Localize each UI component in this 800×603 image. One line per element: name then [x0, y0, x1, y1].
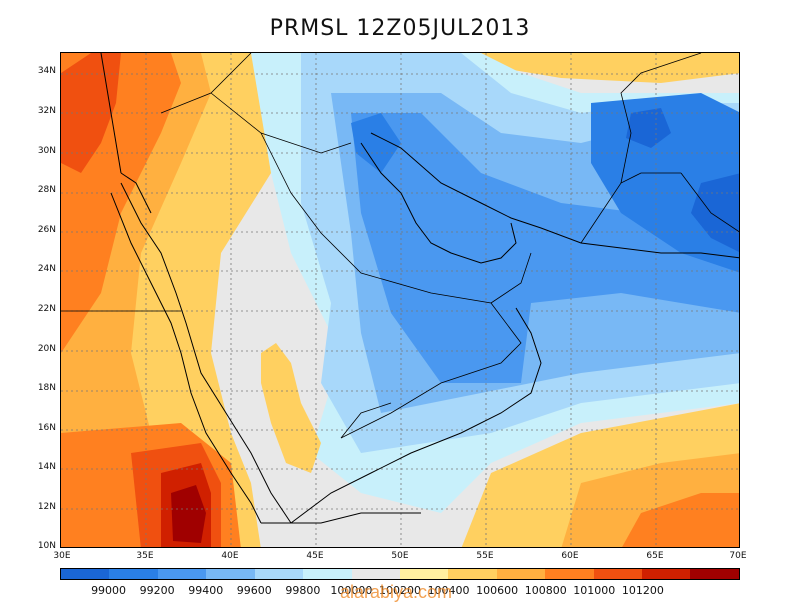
colorbar-segment — [61, 569, 110, 579]
colorbar-segment — [157, 569, 207, 579]
colorbar-label: 99400 — [188, 584, 224, 597]
colorbar-label: 100200 — [379, 584, 421, 597]
lon-label: 65E — [646, 551, 664, 561]
coastlines — [100, 53, 739, 524]
lon-label: 40E — [221, 551, 239, 561]
colorbar-segment — [642, 569, 691, 579]
colorbar-segment — [448, 569, 497, 579]
lat-label: 14N — [37, 462, 56, 472]
lon-label: 45E — [306, 551, 324, 561]
lat-label: 20N — [37, 344, 56, 354]
colorbar-segment — [303, 569, 352, 579]
colorbar-label: 101200 — [621, 584, 664, 597]
colorbar-label: 100400 — [427, 584, 470, 597]
north-warm-strip — [481, 53, 739, 83]
lon-label: 50E — [391, 551, 409, 561]
yemen-tongue — [261, 343, 321, 473]
colorbar-segment — [690, 569, 739, 579]
borders — [61, 53, 739, 439]
pressure-map — [60, 52, 740, 548]
colorbar-label: 99800 — [285, 584, 321, 597]
lon-label: 30E — [53, 551, 71, 561]
colorbar-segment — [399, 569, 449, 579]
colorbar-label: 100000 — [330, 584, 373, 597]
map-title: PRMSL 12Z05JUL2013 — [269, 16, 531, 41]
lat-label: 26N — [37, 225, 56, 235]
lat-label: 16N — [37, 423, 56, 433]
southeast-high-3 — [622, 493, 739, 547]
colorbar-segment — [206, 569, 255, 579]
watermark: alarabiya.com — [340, 582, 453, 602]
colorbar-label: 100600 — [476, 584, 519, 597]
colorbar-label: 99600 — [236, 584, 272, 597]
lat-label: 32N — [37, 106, 56, 116]
low-core-gulf — [351, 113, 401, 173]
colorbar — [60, 568, 740, 580]
colorbar-label: 99200 — [139, 584, 175, 597]
colorbar-label: 101000 — [573, 584, 616, 597]
lat-label: 24N — [37, 264, 56, 274]
colorbar-segment — [109, 569, 158, 579]
colorbar-label: 99000 — [91, 584, 127, 597]
colorbar-segment — [496, 569, 546, 579]
lon-label: 55E — [476, 551, 494, 561]
colorbar-segment — [351, 569, 400, 579]
lat-label: 10N — [37, 541, 56, 551]
lat-label: 28N — [37, 185, 56, 195]
south-high-core — [171, 485, 206, 543]
lat-label: 18N — [37, 383, 56, 393]
pressure-field — [61, 53, 739, 547]
colorbar-segment — [545, 569, 594, 579]
lat-label: 34N — [37, 66, 56, 76]
lat-label: 12N — [37, 502, 56, 512]
lat-label: 22N — [37, 304, 56, 314]
colorbar-segment — [593, 569, 643, 579]
low-core-iran — [626, 108, 671, 148]
colorbar-segment — [254, 569, 304, 579]
lon-label: 60E — [561, 551, 579, 561]
lon-label: 35E — [136, 551, 154, 561]
lat-label: 30N — [37, 146, 56, 156]
lon-label: 70E — [729, 551, 747, 561]
low-band-4 — [351, 113, 739, 383]
colorbar-label: 100800 — [524, 584, 567, 597]
